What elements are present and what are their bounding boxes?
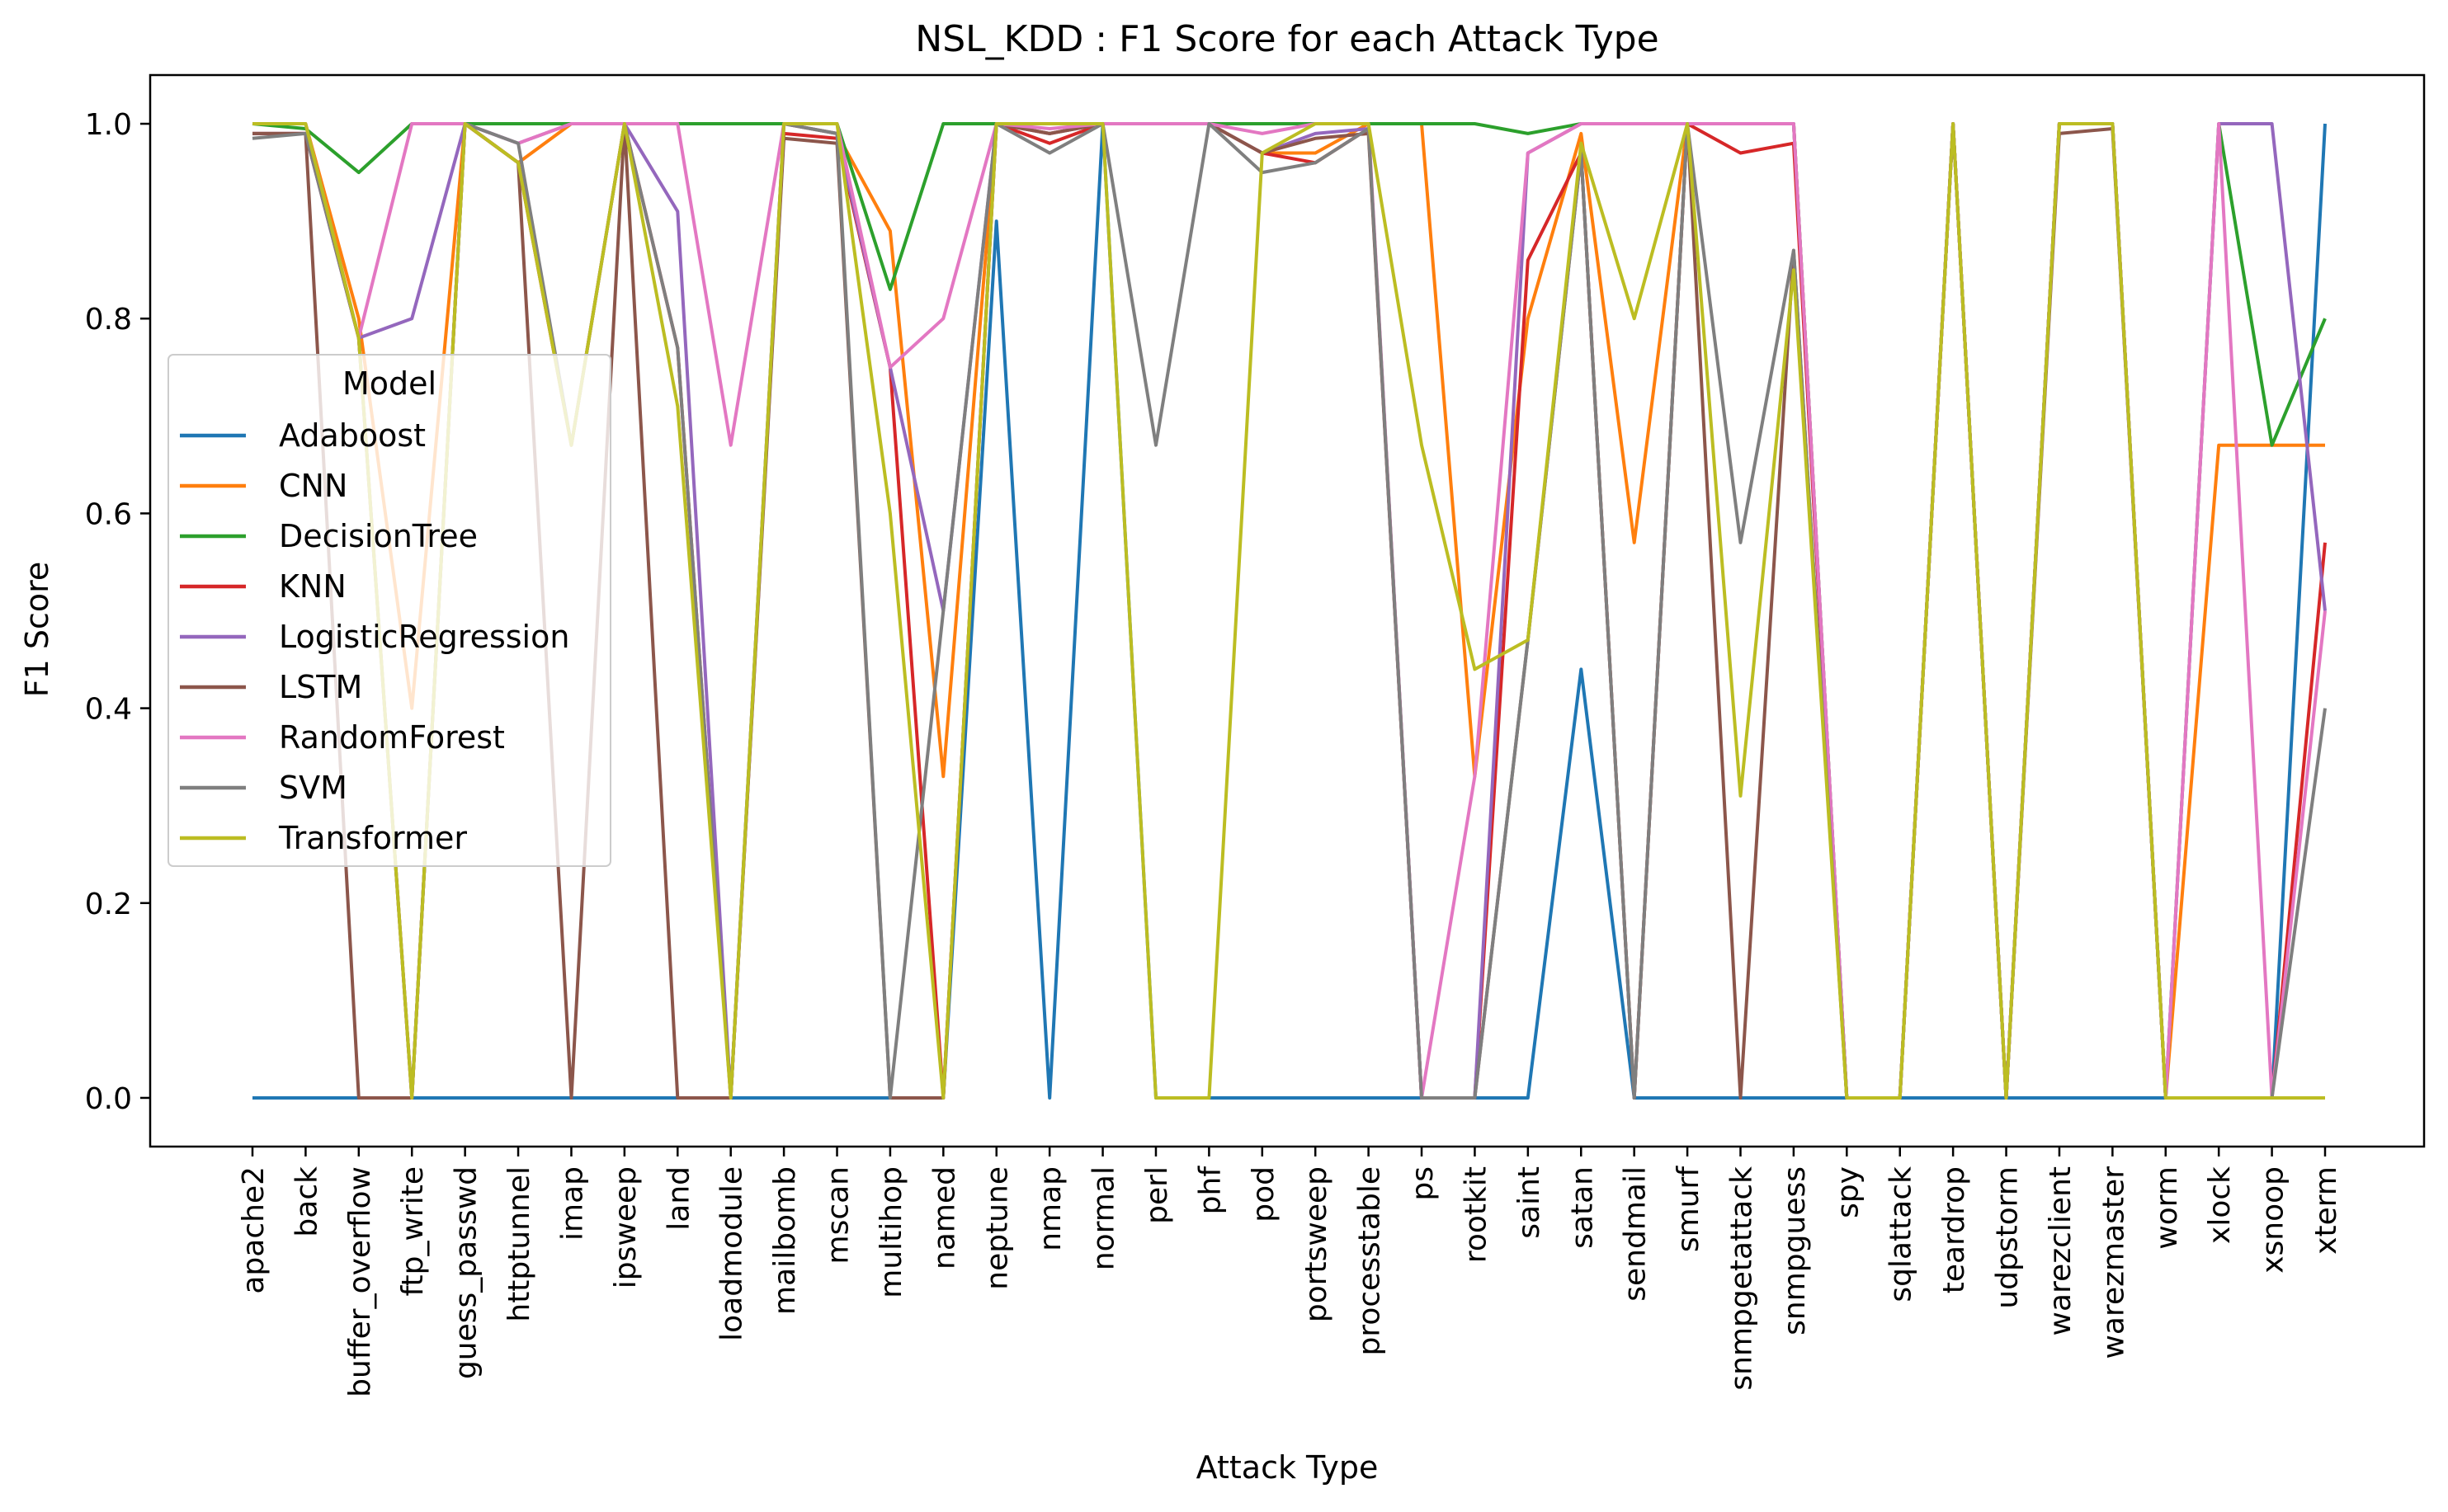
x-tick-label: xterm xyxy=(2309,1166,2343,1255)
x-tick-label: neptune xyxy=(981,1166,1015,1290)
x-tick-label: processtable xyxy=(1353,1166,1387,1356)
x-tick-label: snmpguess xyxy=(1778,1166,1812,1335)
x-tick-label: apache2 xyxy=(237,1166,271,1294)
legend-label: CNN xyxy=(279,468,347,504)
legend-title: Model xyxy=(342,365,436,402)
x-tick-label: normal xyxy=(1087,1166,1121,1270)
x-tick-label: httptunnel xyxy=(502,1166,536,1322)
series-line-transformer xyxy=(252,122,2325,1100)
x-tick-label: land xyxy=(662,1166,696,1231)
y-tick-label: 0.6 xyxy=(85,497,132,531)
legend-frame xyxy=(167,354,611,867)
x-tick-label: sendmail xyxy=(1619,1166,1653,1302)
x-tick-label: named xyxy=(927,1166,961,1269)
x-tick-label: snmpgetattack xyxy=(1725,1166,1759,1391)
x-tick-label: loadmodule xyxy=(715,1166,749,1341)
y-tick-label: 0.0 xyxy=(85,1082,132,1116)
legend-label: RandomForest xyxy=(279,719,505,756)
y-axis-label: F1 Score xyxy=(19,562,55,698)
x-tick-label: warezmaster xyxy=(2097,1166,2130,1359)
x-axis-label: Attack Type xyxy=(1196,1449,1379,1486)
series-line-adaboost xyxy=(252,122,2327,1100)
y-tick-label: 0.4 xyxy=(85,693,132,727)
x-tick-label: rootkit xyxy=(1459,1166,1493,1263)
x-tick-label: worm xyxy=(2150,1166,2184,1250)
legend-label: Adaboost xyxy=(279,417,426,454)
x-tick-label: pod xyxy=(1247,1166,1281,1222)
x-tick-label: xlock xyxy=(2203,1166,2237,1244)
x-tick-label: warezclient xyxy=(2044,1166,2078,1335)
y-tick-label: 0.2 xyxy=(85,888,132,921)
x-tick-label: mailbomb xyxy=(768,1166,802,1315)
x-tick-label: udpstorm xyxy=(1991,1166,2025,1309)
x-tick-label: ps xyxy=(1406,1166,1440,1201)
legend-items: Adaboost CNN DecisionTree KNN LogisticRegres… xyxy=(180,417,569,856)
x-tick-label: teardrop xyxy=(1937,1166,1971,1293)
x-tick-label: back xyxy=(290,1166,323,1237)
x-tick-label: sqlattack xyxy=(1884,1166,1918,1302)
x-tick-label: mscan xyxy=(822,1166,856,1265)
x-tick-label: smurf xyxy=(1672,1166,1705,1252)
legend-label: KNN xyxy=(279,568,347,605)
legend-label: SVM xyxy=(279,770,347,806)
x-tick-label: portsweep xyxy=(1299,1166,1333,1322)
chart-title: NSL_KDD : F1 Score for each Attack Type xyxy=(915,18,1658,60)
x-tick-label: spy xyxy=(1831,1166,1865,1218)
plot-area: 0.0 0.2 0.4 0.6 0.8 1.0 apache2 back buffer_over… xyxy=(85,73,2426,1397)
y-tick-label: 1.0 xyxy=(85,108,132,142)
x-tick-label: multihop xyxy=(875,1166,908,1298)
x-tick-label: satan xyxy=(1565,1166,1599,1249)
x-tick-label: ftp_write xyxy=(396,1166,430,1297)
x-tick-label: buffer_overflow xyxy=(343,1166,377,1397)
x-tick-label: perl xyxy=(1140,1166,1174,1224)
legend-label: DecisionTree xyxy=(279,518,478,554)
legend-label: LogisticRegression xyxy=(279,619,569,655)
legend: Model Adaboost CNN DecisionTree KNN Logistic… xyxy=(167,354,611,867)
y-tick-label: 0.8 xyxy=(85,303,132,337)
legend-label: Transformer xyxy=(278,820,467,856)
x-tick-label: imap xyxy=(556,1166,590,1241)
x-tick-label: nmap xyxy=(1034,1166,1068,1251)
x-tick-label: guess_passwd xyxy=(450,1166,483,1379)
x-tick-label: phf xyxy=(1193,1166,1227,1215)
x-tick-label: saint xyxy=(1512,1166,1546,1239)
legend-label: LSTM xyxy=(279,669,362,705)
x-tick-label: ipsweep xyxy=(609,1166,643,1288)
axes-frame xyxy=(149,73,2426,1148)
x-tick-label: xsnoop xyxy=(2257,1166,2290,1274)
